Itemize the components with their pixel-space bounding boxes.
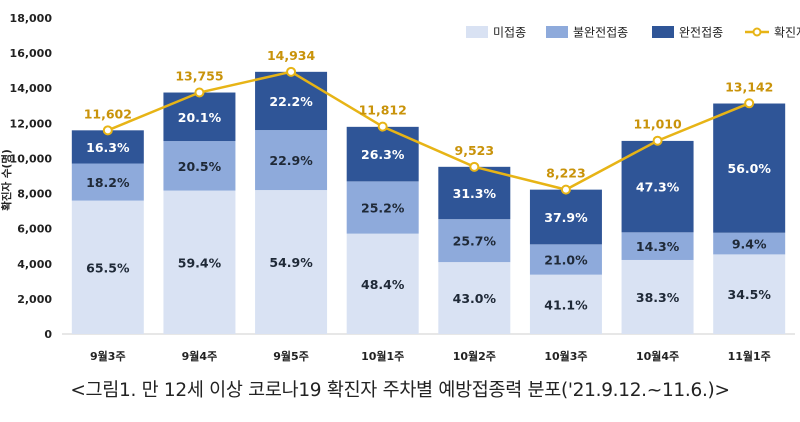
chart-area: 0 2,000 4,000 6,000 8,000 10,000 12,000 14,000 1… xyxy=(0,12,800,363)
total-label: 11,602 xyxy=(84,106,132,121)
segment-label: 14.3% xyxy=(636,239,680,254)
x-tick-label: 10월1주 xyxy=(361,349,404,363)
segment-label: 48.4% xyxy=(361,277,405,292)
bar-segment-1-0 xyxy=(71,163,144,201)
total-label: 11,812 xyxy=(359,103,407,118)
x-tick-label: 11월1주 xyxy=(728,349,771,363)
segment-label: 26.3% xyxy=(361,147,405,162)
y-axis: 0 2,000 4,000 6,000 8,000 10,000 12,000 14,000 1… xyxy=(0,12,795,341)
segment-label: 18.2% xyxy=(86,175,130,190)
segment-label: 59.4% xyxy=(178,255,222,270)
segment-label: 20.1% xyxy=(178,110,222,125)
y-tick-label: 18,000 xyxy=(10,12,53,25)
bar-segment-0-2 xyxy=(255,190,328,334)
legend-swatch xyxy=(652,26,674,38)
segment-label: 16.3% xyxy=(86,140,130,155)
bar-segment-1-5 xyxy=(529,244,602,275)
y-tick-label: 6,000 xyxy=(17,223,52,236)
data-labels: 65.5% 18.2% 16.3% 9월3주 59.4% 20.5% 20.1% 9월4주 54… xyxy=(84,48,774,363)
y-axis-title: 확진자 수(명) xyxy=(0,149,13,211)
confirmed-point xyxy=(377,121,388,132)
bar-segment-0-5 xyxy=(529,274,602,334)
y-tick-label: 4,000 xyxy=(17,258,52,271)
segment-label: 22.2% xyxy=(269,94,313,109)
x-tick-label: 9월4주 xyxy=(182,349,218,363)
bar-segment-0-7 xyxy=(713,254,786,334)
confirmed-point xyxy=(286,66,297,77)
bar-segment-0-3 xyxy=(346,233,419,334)
y-tick-label: 12,000 xyxy=(10,117,53,130)
y-tick-label: 2,000 xyxy=(17,293,52,306)
total-label: 13,142 xyxy=(725,79,773,94)
bar-segment-0-4 xyxy=(438,262,511,334)
bar-segment-1-4 xyxy=(438,219,511,263)
segment-label: 22.9% xyxy=(269,153,313,168)
total-label: 9,523 xyxy=(455,143,495,158)
bars xyxy=(71,71,786,334)
bar-segment-1-2 xyxy=(255,130,328,191)
segment-label: 43.0% xyxy=(453,291,497,306)
legend-swatch xyxy=(546,26,568,38)
segment-label: 31.3% xyxy=(453,186,497,201)
segment-label: 21.0% xyxy=(544,253,588,268)
segment-label: 38.3% xyxy=(636,290,680,305)
legend-label: 확진자 xyxy=(774,26,800,40)
total-label: 13,755 xyxy=(175,69,223,84)
legend-label: 미접종 xyxy=(493,26,526,40)
x-tick-label: 9월5주 xyxy=(273,349,309,363)
total-label: 11,010 xyxy=(633,117,682,132)
confirmed-line-path xyxy=(107,70,750,191)
bar-segment-2-5 xyxy=(529,189,602,245)
x-tick-label: 10월3주 xyxy=(544,349,587,363)
bar-segment-1-6 xyxy=(621,232,694,260)
segment-label: 54.9% xyxy=(269,255,313,270)
segment-label: 25.2% xyxy=(361,201,405,216)
chart-svg: 0 2,000 4,000 6,000 8,000 10,000 12,000 14,000 1… xyxy=(0,12,800,363)
bar-segment-2-0 xyxy=(71,130,144,164)
legend-line-marker xyxy=(752,27,762,37)
bar-segment-2-4 xyxy=(438,166,511,220)
segment-label: 56.0% xyxy=(728,161,772,176)
total-label: 14,934 xyxy=(267,48,316,63)
y-tick-label: 16,000 xyxy=(10,47,53,60)
bar-segment-1-7 xyxy=(713,232,786,255)
confirmed-point xyxy=(469,161,480,172)
bar-segment-2-1 xyxy=(163,92,236,142)
segment-label: 65.5% xyxy=(86,260,130,275)
y-tick-label: 14,000 xyxy=(10,82,53,95)
bar-segment-0-1 xyxy=(163,190,236,334)
y-tick-label: 0 xyxy=(44,328,52,341)
bar-segment-1-3 xyxy=(346,181,419,234)
confirmed-point xyxy=(194,87,205,98)
legend-label: 완전접종 xyxy=(679,26,723,40)
legend: 미접종 불완전접종 완전접종 확진자 xyxy=(466,26,800,40)
confirmed-point xyxy=(744,98,755,109)
bar-segment-0-6 xyxy=(621,259,694,334)
legend-swatch xyxy=(466,26,488,38)
bar-segment-2-2 xyxy=(255,71,328,131)
legend-label: 불완전접종 xyxy=(573,26,628,40)
x-tick-label: 10월2주 xyxy=(453,349,496,363)
segment-label: 37.9% xyxy=(544,210,588,225)
confirmed-point xyxy=(560,184,571,195)
figure-caption: <그림1. 만 12세 이상 코로나19 확진자 주차별 예방접종력 분포('2… xyxy=(70,380,730,401)
segment-label: 25.7% xyxy=(453,234,497,249)
bar-segment-1-1 xyxy=(163,141,236,191)
segment-label: 34.5% xyxy=(728,287,772,302)
segment-label: 41.1% xyxy=(544,297,588,312)
total-label: 8,223 xyxy=(546,166,586,181)
segment-label: 20.5% xyxy=(178,159,222,174)
x-tick-label: 10월4주 xyxy=(636,349,679,363)
y-tick-label: 10,000 xyxy=(10,152,53,165)
x-tick-label: 9월3주 xyxy=(90,349,126,363)
confirmed-point xyxy=(102,125,113,136)
y-tick-label: 8,000 xyxy=(17,188,52,201)
bar-segment-2-7 xyxy=(713,103,786,233)
bar-segment-0-0 xyxy=(71,200,144,334)
confirmed-point xyxy=(652,135,663,146)
segment-label: 9.4% xyxy=(732,237,767,252)
confirmed-line xyxy=(102,66,755,195)
bar-segment-2-6 xyxy=(621,140,694,233)
segment-label: 47.3% xyxy=(636,180,680,195)
